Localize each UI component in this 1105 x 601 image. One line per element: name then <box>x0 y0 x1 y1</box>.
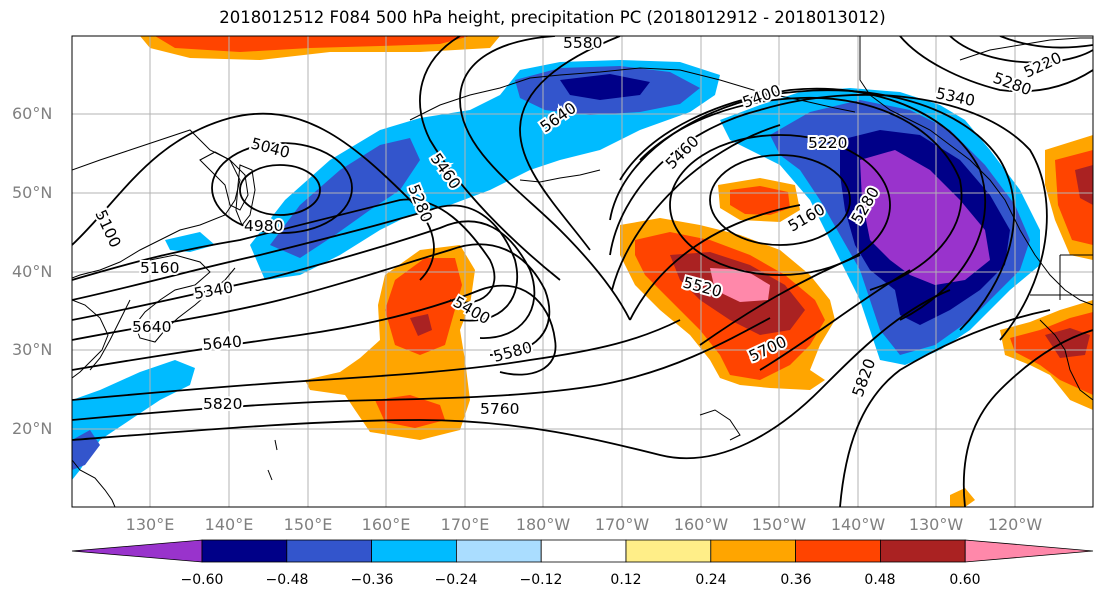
colorbar-tick-label: −0.24 <box>434 572 478 588</box>
lon-label: 160°W <box>673 515 729 534</box>
contour-label: 5820 <box>203 395 242 413</box>
colorbar-tick-label: −0.48 <box>265 572 309 588</box>
precip-positive-area <box>1075 165 1093 205</box>
precip-positive-area <box>710 268 770 302</box>
colorbar-tick-label: 0.48 <box>864 572 896 588</box>
lon-label: 140°W <box>830 515 886 534</box>
colorbar-swatch <box>880 539 966 563</box>
lon-label: 150°W <box>751 515 807 534</box>
contour-label: 5760 <box>480 400 519 418</box>
contour-label: 5640 <box>202 333 243 354</box>
contour-label: 5220 <box>808 134 847 152</box>
contour-label: 4980 <box>244 217 283 235</box>
lon-label: 130°E <box>125 515 175 534</box>
lon-label: 180°W <box>515 515 571 534</box>
precip-negative-area <box>560 74 650 100</box>
lon-label: 150°E <box>283 515 333 534</box>
colorbar-tick-label: −0.36 <box>350 572 394 588</box>
contour-label: 5160 <box>140 259 179 277</box>
colorbar-swatch <box>201 539 288 563</box>
colorbar-tick-label: 0.36 <box>780 572 812 588</box>
colorbar-swatch <box>710 539 796 563</box>
colorbar-swatch <box>625 539 712 563</box>
plot-frame <box>71 35 1094 508</box>
precip-positive-area <box>950 488 975 507</box>
colorbar-tick-label: 0.12 <box>610 572 642 588</box>
colorbar-tick-label: 0.60 <box>949 572 981 588</box>
contour-label: 5580 <box>563 34 602 52</box>
precip-negative-area <box>72 360 195 480</box>
lat-label: 60°N <box>12 104 53 123</box>
map-title: 2018012512 F084 500 hPa height, precipit… <box>219 8 886 27</box>
colorbar-swatch <box>455 539 542 563</box>
lat-label: 50°N <box>12 183 53 202</box>
lon-label: 120°W <box>987 515 1043 534</box>
colorbar <box>71 539 1094 563</box>
lon-label: 160°E <box>361 515 411 534</box>
colorbar-extend-low <box>71 539 203 563</box>
contour-label: 5640 <box>132 318 171 336</box>
map-plot-area: 5580 5220 5280 5340 5040 5460 5640 5400 … <box>72 34 1093 507</box>
precip-shading <box>72 36 1093 507</box>
precip-negative-area <box>860 150 990 285</box>
precip-positive-area <box>385 258 462 355</box>
lat-label: 20°N <box>12 419 53 438</box>
lat-label: 40°N <box>12 262 53 281</box>
precip-positive-area <box>155 36 470 52</box>
precip-positive-area <box>410 314 432 336</box>
lat-label: 30°N <box>12 340 53 359</box>
lon-label: 170°E <box>440 515 490 534</box>
lon-label: 130°W <box>908 515 964 534</box>
lon-label: 170°W <box>594 515 650 534</box>
precip-negative-area <box>250 60 720 280</box>
colorbar-swatch <box>795 539 881 563</box>
colorbar-swatch <box>286 539 372 563</box>
colorbar-tick-label: −0.60 <box>180 572 224 588</box>
lon-label: 140°E <box>204 515 254 534</box>
height-contours <box>72 36 1093 507</box>
colorbar-extend-high <box>964 539 1094 563</box>
colorbar-tick-label: 0.24 <box>695 572 727 588</box>
colorbar-swatch <box>540 539 627 563</box>
colorbar-swatch <box>371 539 457 563</box>
colorbar-tick-label: −0.12 <box>519 572 563 588</box>
